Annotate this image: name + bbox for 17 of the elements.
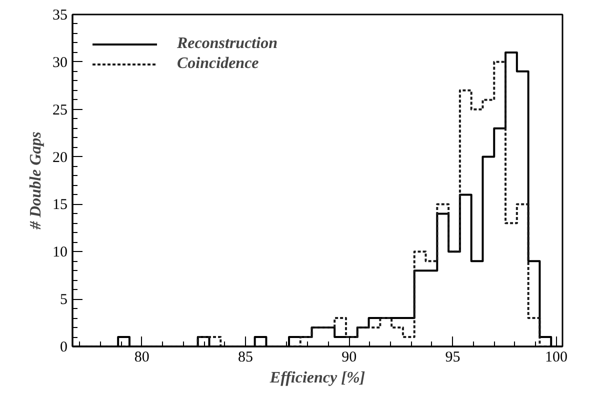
y-tick-label: 5: [60, 292, 68, 308]
y-tick-label: 15: [52, 197, 68, 214]
x-tick-label: 85: [238, 350, 253, 366]
x-axis-title: Efficiency [%]: [268, 370, 366, 386]
x-tick-label: 80: [134, 350, 150, 366]
y-tick-label: 10: [52, 244, 68, 261]
legend-label: Reconstruction: [177, 35, 278, 53]
y-tick-label: 20: [52, 150, 68, 166]
x-tick-label: 100: [545, 350, 568, 366]
y-tick-label: 30: [52, 54, 68, 71]
legend-label: Coincidence: [177, 55, 259, 73]
x-tick-label: 90: [342, 350, 357, 366]
y-axis-title: # Double Gaps: [28, 132, 44, 230]
y-tick-label: 0: [60, 340, 68, 356]
y-tick-label: 35: [52, 8, 68, 24]
y-tick-label: 25: [52, 102, 68, 118]
x-tick-label: 95: [445, 350, 460, 366]
